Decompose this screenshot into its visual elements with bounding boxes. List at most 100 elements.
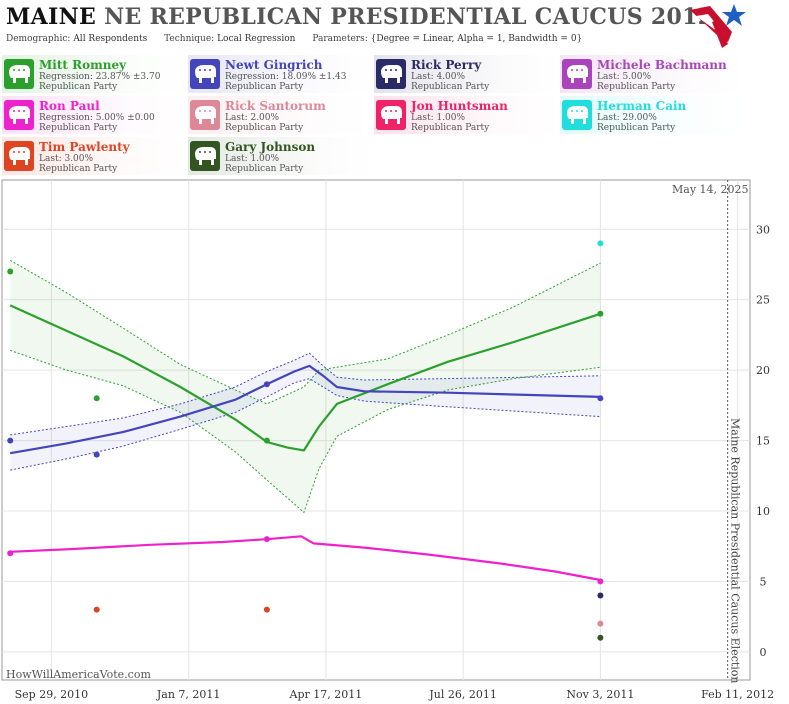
x-tick-label: Jul 26, 2011 [428,688,497,701]
candidate-name: Mitt Romney [39,58,127,72]
candidate-name: Jon Huntsman [411,99,508,113]
candidate-rick-perry: Rick Perry Last: 4.00% Republican Party [374,55,560,93]
mitt-romney-poll-point [597,310,604,317]
candidate-rick-santorum: Rick Santorum Last: 2.00% Republican Party [188,96,374,134]
candidate-party: Republican Party [225,123,304,133]
candidate-herman-cain: Herman Cain Last: 29.00% Republican Party [560,96,746,134]
candidate-name: Ron Paul [39,99,100,113]
candidate-stat: Last: 2.00% [225,113,280,123]
flag-star-logo-icon [690,4,746,48]
current-date: May 14, 2025 [672,183,749,196]
newt-gingrich-poll-point [597,395,604,402]
elephant-icon [4,141,34,171]
candidate-stat: Regression: 18.09% ±1.43 [225,72,347,82]
demographic-label: Demographic: [6,34,71,44]
candidate-stat: Last: 3.00% [39,154,94,164]
elephant-icon [376,59,406,89]
candidate-name: Gary Johnson [225,140,316,154]
candidate-stat: Last: 1.00% [411,113,466,123]
candidate-tim-pawlenty: Tim Pawlenty Last: 3.00% Republican Party [2,137,188,175]
technique-value: Local Regression [217,34,296,44]
candidate-party: Republican Party [597,82,676,92]
candidate-party: Republican Party [39,123,118,133]
ron-paul-poll-point [7,550,14,557]
candidate-stat: Last: 1.00% [225,154,280,164]
herman-cain-poll-point [597,240,604,247]
y-tick-label: 15 [756,435,770,448]
elephant-icon [190,141,220,171]
elephant-icon [190,59,220,89]
tim-pawlenty-poll-point [263,606,270,613]
candidate-stat: Last: 4.00% [411,72,466,82]
candidate-stat: Regression: 5.00% ±0.00 [39,113,155,123]
ron-paul-poll-point [263,536,270,543]
mitt-romney-trend-line [9,304,601,452]
ron-paul-poll-point [597,578,604,585]
election-marker-label: Maine Republican Presidential Caucus Ele… [729,418,742,684]
elephant-icon [190,100,220,130]
site-credit: HowWillAmericaVote.com [6,668,151,681]
newt-gingrich-upper-bound [10,352,601,436]
candidate-name: Herman Cain [597,99,687,113]
parameters-label: Parameters: [312,34,368,44]
candidate-jon-huntsman: Jon Huntsman Last: 1.00% Republican Party [374,96,560,134]
mitt-romney-lower-bound [10,349,601,514]
elephant-icon [562,59,592,89]
newt-gingrich-confidence-band [10,353,601,471]
mitt-romney-poll-point [93,395,100,402]
rick-perry-poll-point [597,592,604,599]
candidate-party: Republican Party [597,123,676,133]
candidate-party: Republican Party [39,82,118,92]
candidate-party: Republican Party [225,82,304,92]
x-tick-label: Apr 17, 2011 [289,688,363,701]
mitt-romney-poll-point [263,437,270,444]
mitt-romney-upper-bound [9,259,601,405]
y-tick-label: 30 [756,223,770,236]
rick-santorum-poll-point [597,620,604,627]
ron-paul-trend-line [10,535,601,582]
candidate-party: Republican Party [411,123,490,133]
candidate-party: Republican Party [225,164,304,174]
chart: Sep 29, 2010 Jan 7, 2011 Apr 17, 2011 Jul 2… [1,179,774,701]
tim-pawlenty-poll-point [93,606,100,613]
parameters-line: Demographic: All Respondents Technique: … [6,34,582,44]
parameters-value: {Degree = Linear, Alpha = 1, Bandwidth =… [370,34,583,44]
elephant-icon [562,100,592,130]
candidate-stat: Last: 5.00% [597,72,652,82]
candidate-newt-gingrich: Newt Gingrich Regression: 18.09% ±1.43 Rep… [188,55,374,93]
candidate-mitt-romney: Mitt Romney Regression: 23.87% ±3.70 Repub… [2,55,188,93]
x-tick-label: Feb 11, 2012 [701,688,774,701]
y-tick-label: 0 [760,646,767,659]
technique-label: Technique: [164,34,215,44]
candidate-name: Rick Santorum [225,99,326,113]
gary-johnson-poll-point [597,634,604,641]
newt-gingrich-poll-point [93,451,100,458]
candidate-name: Tim Pawlenty [39,140,130,154]
x-tick-label: Sep 29, 2010 [15,688,89,701]
candidate-name: Newt Gingrich [225,58,323,72]
candidate-party: Republican Party [411,82,490,92]
candidate-michele-bachmann: Michele Bachmann Last: 5.00% Republican Pa… [560,55,746,93]
page-title: MAINE NE REPUBLICAN PRESIDENTIAL CAUCUS … [6,4,713,30]
candidate-name: Rick Perry [411,58,482,72]
demographic-value: All Respondents [73,34,148,44]
candidate-gary-johnson: Gary Johnson Last: 1.00% Republican Party [188,137,374,175]
y-tick-label: 10 [756,505,770,518]
mitt-romney-poll-point [7,268,14,275]
title-state: MAINE [6,4,97,30]
title-rest: NE REPUBLICAN PRESIDENTIAL CAUCUS 2012 [104,4,714,30]
x-tick-label: Jan 7, 2011 [156,688,221,701]
candidate-party: Republican Party [39,164,118,174]
newt-gingrich-poll-point [263,381,270,388]
elephant-icon [4,59,34,89]
x-tick-label: Nov 3, 2011 [566,688,634,701]
y-tick-label: 5 [760,575,767,588]
elephant-icon [4,100,34,130]
newt-gingrich-trend-line [10,364,601,455]
candidate-stat: Regression: 23.87% ±3.70 [39,72,161,82]
y-tick-label: 25 [756,294,770,307]
newt-gingrich-poll-point [7,437,14,444]
candidate-name: Michele Bachmann [597,58,727,72]
elephant-icon [376,100,406,130]
candidate-stat: Last: 29.00% [597,113,657,123]
